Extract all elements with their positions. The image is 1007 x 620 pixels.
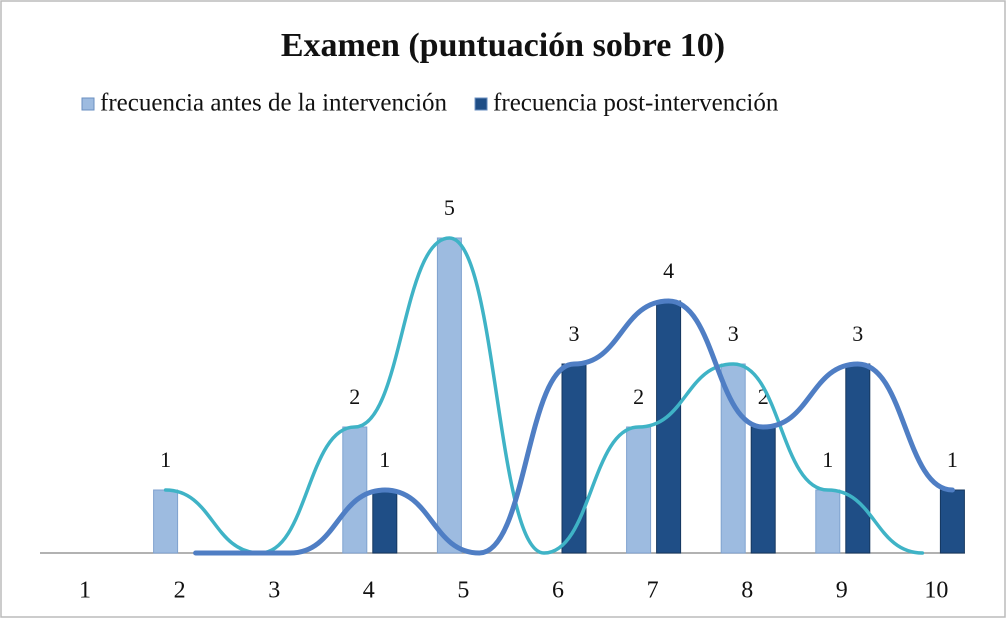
legend-swatch bbox=[81, 97, 95, 111]
trend-line bbox=[193, 298, 955, 556]
data-label: 3 bbox=[852, 321, 863, 346]
bar bbox=[656, 300, 682, 554]
bar bbox=[561, 363, 587, 554]
legend-label: frecuencia antes de la intervención bbox=[100, 90, 448, 117]
data-label: 1 bbox=[379, 447, 390, 472]
data-label: 4 bbox=[663, 258, 674, 283]
bar bbox=[372, 489, 398, 554]
x-tick-label: 5 bbox=[457, 578, 469, 604]
data-label: 1 bbox=[947, 447, 958, 472]
bar bbox=[939, 489, 965, 554]
data-label: 3 bbox=[569, 321, 580, 346]
chart-title: Examen (puntuación sobre 10) bbox=[281, 27, 725, 64]
legend-label: frecuencia post-intervención bbox=[493, 90, 779, 117]
data-label: 1 bbox=[822, 447, 833, 472]
data-label: 2 bbox=[758, 384, 769, 409]
bar bbox=[342, 426, 368, 554]
x-tick-label: 3 bbox=[268, 578, 280, 604]
bar bbox=[153, 489, 179, 554]
bar bbox=[815, 489, 841, 554]
data-label: 3 bbox=[728, 321, 739, 346]
data-label: 2 bbox=[633, 384, 644, 409]
x-tick-label: 2 bbox=[174, 578, 186, 604]
x-tick-label: 7 bbox=[647, 578, 659, 604]
x-tick-label: 6 bbox=[552, 578, 564, 604]
bar bbox=[720, 363, 746, 554]
bar bbox=[750, 426, 776, 554]
data-label: 5 bbox=[444, 195, 455, 220]
x-tick-label: 10 bbox=[924, 578, 948, 604]
legend-swatch bbox=[474, 97, 488, 111]
x-tick-label: 4 bbox=[363, 578, 375, 604]
x-tick-label: 1 bbox=[79, 578, 91, 604]
data-label: 1 bbox=[160, 447, 171, 472]
x-tick-label: 9 bbox=[836, 578, 848, 604]
data-label: 2 bbox=[349, 384, 360, 409]
bar bbox=[845, 363, 871, 554]
bar bbox=[436, 237, 462, 554]
x-tick-label: 8 bbox=[741, 578, 753, 604]
bar bbox=[626, 426, 652, 554]
trend-line bbox=[163, 236, 925, 555]
